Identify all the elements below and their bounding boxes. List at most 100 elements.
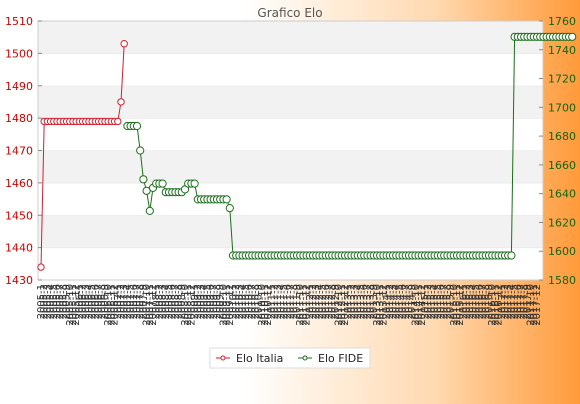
x-tick-label: 2010-8 — [250, 284, 261, 319]
x-tick-label: 2005-10 — [65, 284, 76, 326]
data-point — [120, 40, 128, 48]
grid-band — [38, 150, 543, 183]
x-tick-label: 2007-1 — [113, 284, 124, 319]
x-tick-label: 2013-9 — [369, 284, 380, 319]
x-tick-label: 2017-4 — [506, 284, 517, 319]
x-tick-label: 2011-9 — [292, 284, 303, 319]
x-tick-label: 2009-10 — [218, 284, 229, 326]
x-tick-label: 2015-3 — [426, 284, 437, 319]
x-tick-label: 2012-5 — [318, 284, 329, 319]
series-layer — [37, 32, 577, 271]
x-tick-label: 2011-4 — [276, 284, 287, 319]
x-tick-label: 2009-2 — [193, 284, 204, 319]
x-tick-label: 2007-11 — [145, 284, 156, 326]
y-right-tick-label: 1640 — [548, 188, 576, 201]
x-tick-label: 2012-7 — [324, 284, 335, 319]
x-tick-label: 2016-12 — [494, 284, 505, 326]
x-tick-label: 2017-5 — [510, 284, 521, 319]
x-tick-label: 2007-12 — [148, 284, 159, 326]
grid-band — [38, 118, 543, 151]
x-tick-label: 2014-9 — [407, 284, 418, 319]
x-tick-label: 2013-3 — [350, 284, 361, 319]
x-tick-label: 2006-2 — [78, 284, 89, 319]
y-left-tick-label: 1450 — [5, 209, 33, 222]
x-tick-label: 2013-1 — [343, 284, 354, 319]
x-tick-label: 2009-4 — [199, 284, 210, 319]
x-tick-label: 2005-7 — [55, 284, 66, 319]
y-right-tick-label: 1680 — [548, 130, 576, 143]
x-tick-label: 2010-11 — [260, 284, 271, 326]
x-tick-label: 2011-1 — [266, 284, 277, 319]
x-tick-label: 2010-9 — [254, 284, 265, 319]
x-tick-label: 2016-1 — [458, 284, 469, 319]
x-tick-label: 2007-10 — [142, 284, 153, 326]
x-tick-label: 2016-2 — [462, 284, 473, 319]
y-left-tick-label: 1430 — [5, 274, 33, 287]
x-tick-label: 2015-4 — [430, 284, 441, 319]
data-point — [117, 98, 125, 106]
x-tick-label: 2006-5 — [87, 284, 98, 319]
x-tick-label: 2006-12 — [110, 284, 121, 326]
x-tick-label: 2007-7 — [132, 284, 143, 319]
x-tick-label: 2013-11 — [375, 284, 386, 326]
x-tick-label: 2008-2 — [154, 284, 165, 319]
legend-swatch-marker — [220, 355, 226, 361]
x-tick-label: 2016-8 — [481, 284, 492, 319]
x-tick-label: 2015-7 — [439, 284, 450, 319]
data-point — [37, 263, 45, 271]
x-tick-label: 2013-8 — [366, 284, 377, 319]
x-tick-label: 2014-3 — [388, 284, 399, 319]
x-tick-label: 2015-10 — [449, 284, 460, 326]
x-tick-label: 2009-9 — [215, 284, 226, 319]
x-tick-label: 2007-6 — [129, 284, 140, 319]
x-tick-label: 2016-9 — [484, 284, 495, 319]
legend-label: Elo FIDE — [318, 352, 363, 365]
data-point — [145, 206, 154, 215]
legend-item: Elo FIDE — [298, 352, 363, 365]
x-tick-label: 2011-8 — [289, 284, 300, 319]
x-tick-label: 2007-5 — [126, 284, 137, 319]
series-elo-fide — [123, 32, 577, 260]
x-tick-label: 2017-9 — [522, 284, 533, 319]
y-left-tick-label: 1440 — [5, 242, 33, 255]
x-tick-label: 2008-12 — [186, 284, 197, 326]
x-tick-label: 2005-12 — [71, 284, 82, 326]
y-right-tick-label: 1760 — [548, 15, 576, 28]
x-tick-label: 2006-10 — [103, 284, 114, 326]
x-tick-label: 2010-4 — [238, 284, 249, 319]
grid-bands — [38, 20, 543, 280]
x-tick-label: 2011-7 — [286, 284, 297, 319]
legend-item: Elo Italia — [216, 352, 283, 365]
x-tick-label: 2014-4 — [391, 284, 402, 319]
x-axis-labels: 2005-12005-22005-32005-42005-52005-62005… — [36, 284, 543, 326]
x-tick-label: 2009-12 — [225, 284, 236, 326]
x-tick-label: 2011-5 — [279, 284, 290, 319]
x-tick-label: 2008-7 — [170, 284, 181, 319]
x-tick-label: 2010-5 — [241, 284, 252, 319]
x-tick-label: 2010-2 — [231, 284, 242, 319]
x-tick-label: 2016-3 — [465, 284, 476, 319]
y-right-tick-label: 1740 — [548, 44, 576, 57]
x-tick-label: 2013-10 — [372, 284, 383, 326]
x-tick-label: 2013-5 — [356, 284, 367, 319]
x-tick-label: 2005-4 — [46, 284, 57, 319]
x-tick-label: 2005-11 — [68, 284, 79, 326]
y-left-tick-label: 1500 — [5, 47, 33, 60]
x-tick-label: 2010-12 — [263, 284, 274, 326]
x-tick-label: 2006-4 — [84, 284, 95, 319]
x-tick-label: 2009-11 — [222, 284, 233, 326]
x-tick-label: 2007-3 — [119, 284, 130, 319]
x-tick-label: 2015-9 — [446, 284, 457, 319]
data-point — [190, 179, 199, 188]
x-tick-label: 2011-3 — [273, 284, 284, 319]
x-tick-label: 2009-3 — [196, 284, 207, 319]
y-right-tick-label: 1620 — [548, 216, 576, 229]
x-tick-label: 2014-1 — [382, 284, 393, 319]
x-tick-label: 2017-1 — [497, 284, 508, 319]
y-left-tick-label: 1490 — [5, 80, 33, 93]
x-tick-label: 2006-3 — [81, 284, 92, 319]
x-tick-label: 2005-2 — [39, 284, 50, 319]
x-tick-label: 2006-1 — [74, 284, 85, 319]
grid-band — [38, 21, 543, 54]
